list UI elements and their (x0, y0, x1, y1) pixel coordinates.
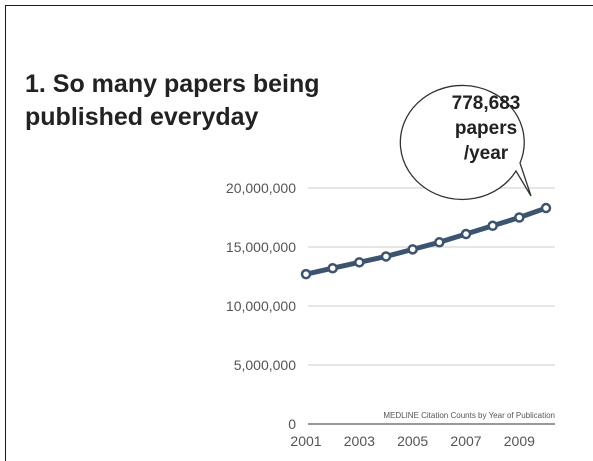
y-tick-label: 15,000,000 (226, 239, 296, 255)
chart-note: MEDLINE Citation Counts by Year of Publi… (383, 411, 555, 420)
data-point (300, 268, 312, 280)
data-point (407, 244, 418, 255)
series-layer (300, 202, 552, 280)
y-tick-label: 5,000,000 (234, 357, 296, 373)
title-line-2: published everyday (25, 103, 259, 131)
callout-bubble: 778,683 papers /year (399, 84, 532, 201)
data-point (514, 212, 525, 223)
data-point (540, 202, 552, 214)
slide-title: 1. So many papers being published everyd… (25, 68, 405, 134)
title-line-1: 1. So many papers being (25, 70, 320, 98)
callout-bubble-shape (399, 84, 532, 201)
x-tick-label: 2003 (344, 433, 375, 449)
x-tick-label: 2009 (504, 433, 535, 449)
x-axis-ticks: 2001 2003 2005 2007 2009 (290, 433, 535, 449)
data-point (354, 257, 365, 268)
y-tick-label: 0 (288, 416, 296, 432)
y-tick-label: 20,000,000 (226, 180, 296, 196)
data-point (460, 228, 472, 240)
x-tick-label: 2005 (397, 433, 428, 449)
y-tick-label: 10,000,000 (226, 298, 296, 314)
series-line (303, 205, 549, 277)
x-tick-label: 2001 (290, 433, 321, 449)
data-point (380, 251, 392, 262)
data-point (327, 262, 338, 274)
y-axis-ticks: 0 5,000,000 10,000,000 15,000,000 20,000,000 (226, 180, 296, 432)
callout-line-2: papers (455, 118, 517, 139)
callout-line-3: /year (464, 143, 509, 164)
slide-frame (5, 5, 593, 461)
x-tick-label: 2007 (450, 433, 481, 449)
data-point (434, 237, 445, 248)
data-point (487, 220, 498, 232)
callout-line-1: 778,683 (452, 93, 521, 114)
